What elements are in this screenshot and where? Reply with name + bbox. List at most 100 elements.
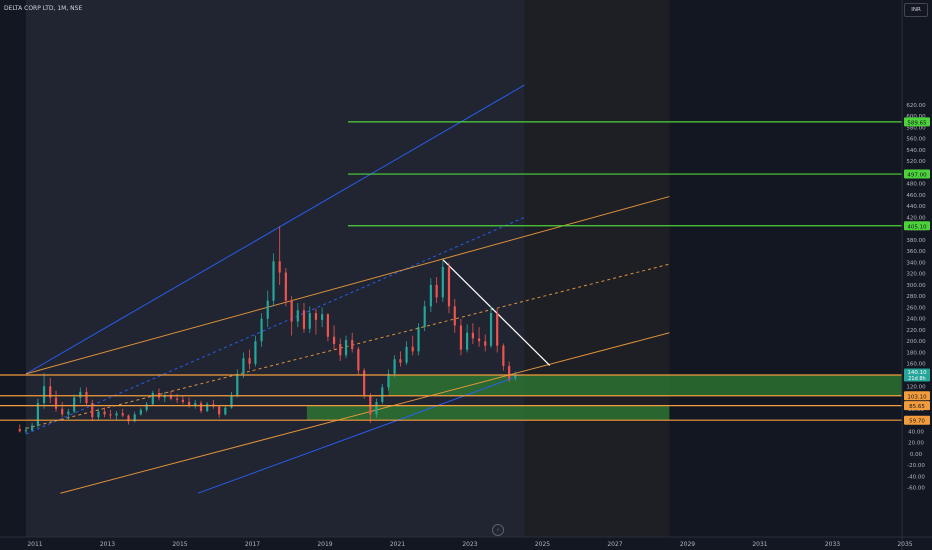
- candle-81[interactable]: [508, 361, 511, 382]
- candle-77[interactable]: [484, 334, 487, 352]
- candle-73[interactable]: [459, 318, 463, 356]
- support-zone-lower[interactable]: [306, 405, 670, 421]
- candle-62[interactable]: [393, 355, 396, 378]
- candle-46[interactable]: [296, 302, 299, 328]
- candle-44[interactable]: [284, 268, 287, 307]
- candle-61[interactable]: [387, 369, 390, 391]
- candle-31[interactable]: [206, 402, 209, 413]
- candle-14[interactable]: [103, 407, 106, 418]
- candle-80[interactable]: [502, 343, 505, 371]
- x-tick-label-6: 2023: [462, 541, 477, 548]
- candle-52[interactable]: [332, 325, 336, 350]
- x-tick-label-0: 2011: [27, 541, 42, 548]
- candle-13[interactable]: [97, 408, 100, 421]
- candle-0[interactable]: [18, 424, 21, 433]
- candle-21[interactable]: [145, 402, 148, 413]
- candle-20[interactable]: [139, 407, 142, 416]
- candle-7[interactable]: [61, 402, 64, 418]
- candle-42[interactable]: [272, 253, 275, 307]
- orange-channel-mid-line[interactable]: [25, 263, 670, 429]
- candle-50[interactable]: [321, 307, 324, 328]
- candle-body-61: [387, 373, 390, 388]
- candle-1[interactable]: [24, 426, 28, 434]
- candle-12[interactable]: [91, 399, 94, 422]
- candle-30[interactable]: [199, 400, 203, 414]
- candle-45[interactable]: [290, 296, 293, 336]
- candle-8[interactable]: [67, 408, 70, 421]
- blue-channel-upper-line[interactable]: [25, 84, 525, 375]
- candle-72[interactable]: [453, 299, 456, 333]
- candle-6[interactable]: [54, 390, 58, 412]
- candle-59[interactable]: [375, 398, 378, 418]
- candle-55[interactable]: [351, 332, 354, 353]
- candle-68[interactable]: [429, 278, 432, 312]
- currency-badge[interactable]: INR: [904, 3, 928, 17]
- candle-54[interactable]: [344, 335, 348, 359]
- candle-66[interactable]: [417, 323, 420, 356]
- candle-22[interactable]: [151, 390, 154, 406]
- candle-body-4: [42, 386, 46, 404]
- candle-48[interactable]: [308, 306, 311, 333]
- candle-74[interactable]: [466, 324, 469, 353]
- candle-29[interactable]: [194, 399, 197, 409]
- level-label-bg-4: [904, 391, 930, 401]
- candle-43[interactable]: [278, 226, 281, 285]
- candle-15[interactable]: [109, 409, 112, 419]
- candle-82[interactable]: [514, 371, 517, 381]
- y-tick-label-18: 300.00: [906, 283, 926, 289]
- candle-78[interactable]: [489, 306, 493, 348]
- y-tick-label-25: 440.00: [906, 204, 926, 210]
- candle-38[interactable]: [248, 349, 251, 370]
- candle-41[interactable]: [266, 290, 269, 328]
- candle-18[interactable]: [127, 414, 130, 425]
- x-tick-label-1: 2013: [100, 541, 115, 548]
- candle-2[interactable]: [31, 422, 34, 432]
- candle-64[interactable]: [405, 341, 408, 365]
- candle-51[interactable]: [326, 313, 329, 342]
- descending-trendline[interactable]: [442, 259, 551, 366]
- candle-56[interactable]: [357, 346, 360, 375]
- candle-71[interactable]: [447, 262, 451, 314]
- candle-79[interactable]: [496, 308, 499, 353]
- candle-5[interactable]: [49, 377, 52, 404]
- candle-67[interactable]: [423, 300, 426, 332]
- candle-17[interactable]: [121, 408, 124, 418]
- candle-34[interactable]: [224, 405, 227, 416]
- candle-37[interactable]: [242, 352, 245, 378]
- candle-40[interactable]: [260, 313, 263, 347]
- candle-33[interactable]: [218, 405, 221, 418]
- tradingview-logo-icon[interactable]: ⚡: [492, 524, 504, 536]
- candle-24[interactable]: [163, 391, 166, 403]
- candle-53[interactable]: [339, 338, 342, 361]
- x-tick-label-12: 2035: [897, 541, 912, 548]
- candle-70[interactable]: [441, 259, 444, 302]
- support-zone-upper[interactable]: [388, 375, 902, 396]
- candle-65[interactable]: [411, 335, 414, 356]
- candle-58[interactable]: [369, 393, 372, 423]
- orange-channel-lower-line[interactable]: [60, 332, 670, 494]
- candle-75[interactable]: [471, 323, 474, 345]
- candle-body-10: [79, 391, 82, 398]
- candle-body-55: [351, 340, 354, 350]
- candle-47[interactable]: [302, 302, 306, 333]
- candle-69[interactable]: [435, 277, 438, 303]
- candle-39[interactable]: [254, 335, 257, 367]
- candle-9[interactable]: [73, 394, 76, 414]
- candle-57[interactable]: [363, 368, 366, 399]
- candle-16[interactable]: [115, 411, 118, 421]
- candle-63[interactable]: [399, 351, 402, 367]
- candle-76[interactable]: [477, 327, 481, 347]
- y-tick-label-31: 560.00: [906, 137, 926, 143]
- candle-36[interactable]: [236, 369, 239, 398]
- blue-channel-mid-line[interactable]: [25, 216, 525, 435]
- y-tick-label-12: 180.00: [906, 350, 926, 356]
- candle-11[interactable]: [85, 387, 88, 406]
- candle-3[interactable]: [36, 398, 39, 428]
- candle-49[interactable]: [314, 308, 318, 335]
- candle-60[interactable]: [381, 384, 384, 405]
- candle-body-74: [466, 332, 469, 350]
- candle-4[interactable]: [42, 373, 46, 409]
- candle-27[interactable]: [181, 395, 184, 405]
- blue-channel-lower-line[interactable]: [197, 377, 514, 494]
